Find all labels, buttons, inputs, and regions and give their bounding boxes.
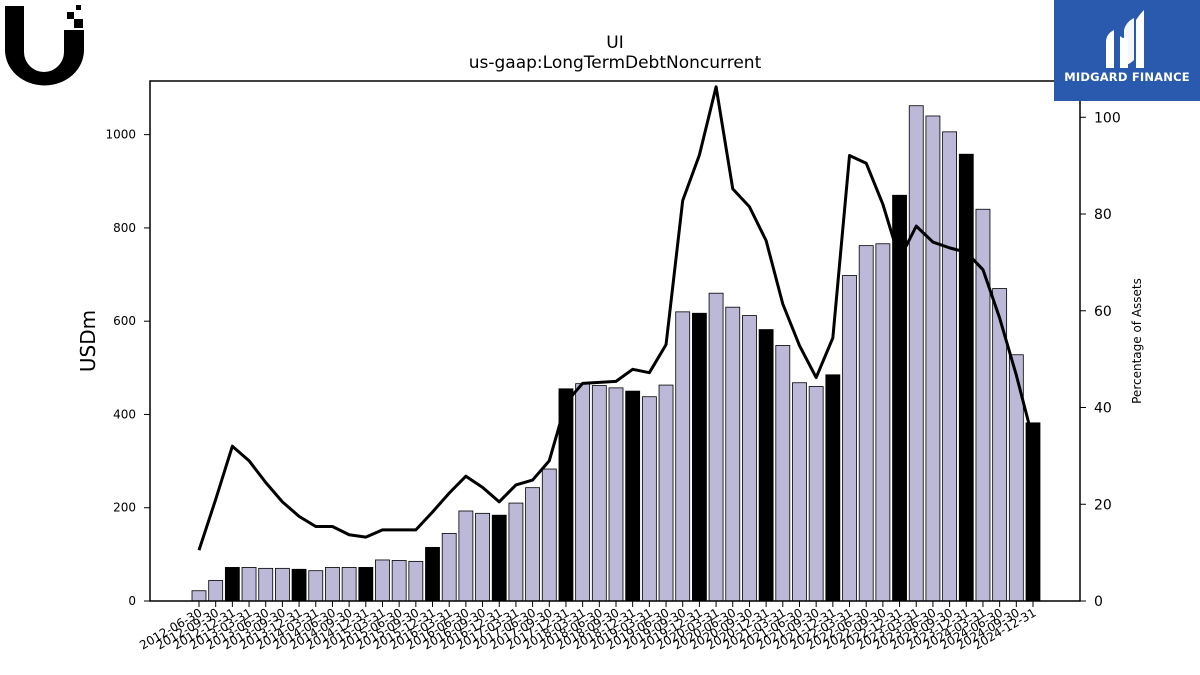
y-axis-label: USDm xyxy=(76,310,100,372)
bar xyxy=(291,568,307,602)
y-tick-label: 200 xyxy=(113,501,136,515)
y-tick-label: 0 xyxy=(128,594,136,608)
percentage-line xyxy=(197,85,1035,551)
bar xyxy=(641,396,657,602)
bar xyxy=(625,390,641,602)
bar xyxy=(658,384,674,602)
bar xyxy=(341,567,357,602)
bar xyxy=(925,115,941,602)
bar xyxy=(375,559,390,602)
midgard-finance-logo: MIDGARD FINANCE xyxy=(1054,0,1200,101)
bar xyxy=(575,383,591,602)
bar xyxy=(491,514,507,602)
y2-axis-label: Percentage of Assets xyxy=(1130,278,1144,404)
bar xyxy=(908,105,924,602)
bar xyxy=(942,131,957,602)
midgard-monogram-icon xyxy=(1106,10,1144,68)
y-tick-label: 800 xyxy=(113,221,136,235)
bar xyxy=(408,560,424,602)
bar xyxy=(591,385,607,602)
chart-title: UI xyxy=(606,33,623,53)
bar xyxy=(708,292,724,602)
y-tick-label: 1000 xyxy=(105,128,136,142)
bar xyxy=(325,567,340,602)
bar xyxy=(958,153,974,602)
bar xyxy=(742,315,757,602)
bar xyxy=(391,560,407,602)
y-tick-label: 400 xyxy=(113,407,136,421)
bar xyxy=(241,567,257,602)
bar xyxy=(792,382,807,602)
bar xyxy=(758,329,774,602)
bar xyxy=(675,311,691,602)
bar xyxy=(358,567,374,602)
x-axis: 2012-06-302012-09-302012-12-312013-03-31… xyxy=(137,601,1039,652)
bar xyxy=(191,590,207,602)
bar xyxy=(425,546,440,602)
y-tick-label: 600 xyxy=(113,314,136,328)
left-axis: 0 200 400 600 800 1000 xyxy=(105,128,150,608)
y2-tick-label: 60 xyxy=(1094,304,1112,320)
plot-frame xyxy=(149,80,1081,602)
bar xyxy=(458,510,474,602)
bar xyxy=(541,468,557,602)
bar xyxy=(258,567,274,602)
bar xyxy=(825,374,841,602)
bar xyxy=(608,387,624,602)
y2-tick-label: 20 xyxy=(1094,497,1112,513)
bar xyxy=(1025,422,1041,602)
bar xyxy=(525,487,540,602)
bar xyxy=(875,243,891,602)
bar xyxy=(475,512,490,602)
y2-tick-label: 100 xyxy=(1094,110,1121,126)
bar xyxy=(842,275,857,602)
bar xyxy=(274,567,290,602)
bar xyxy=(775,345,791,602)
bar xyxy=(308,570,324,602)
bar xyxy=(508,502,524,602)
bar xyxy=(858,245,874,602)
brand-name: MIDGARD FINANCE xyxy=(1064,70,1190,84)
chart-subtitle: us-gaap:LongTermDebtNoncurrent xyxy=(469,53,762,73)
y2-tick-label: 0 xyxy=(1094,594,1103,610)
bar-series xyxy=(191,105,1041,602)
y2-tick-label: 80 xyxy=(1094,207,1112,223)
bar xyxy=(725,306,741,602)
bar xyxy=(692,312,707,602)
bar xyxy=(224,567,240,602)
bar xyxy=(441,532,457,602)
y2-tick-label: 40 xyxy=(1094,401,1112,417)
bar xyxy=(208,580,224,602)
right-axis: 0 20 40 60 80 100 xyxy=(1080,110,1121,610)
bar xyxy=(808,386,824,602)
ui-logo-icon xyxy=(5,5,84,86)
